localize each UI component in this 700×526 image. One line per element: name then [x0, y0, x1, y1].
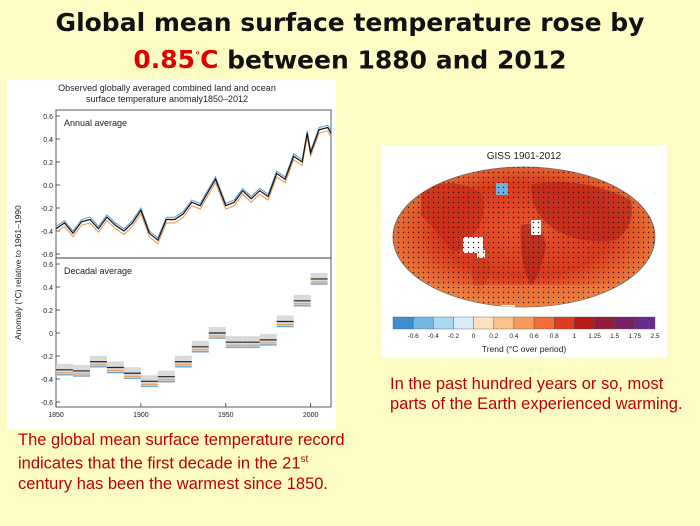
colorbar-tick-label: -0.4: [428, 333, 440, 340]
colorbar-tick-label: 1.25: [588, 333, 601, 340]
title-line-2-rest: between 1880 and 2012: [218, 45, 567, 75]
colorbar-tick-label: 1.5: [610, 333, 619, 340]
chart-title-line-2: surface temperature anomaly1850–2012: [86, 94, 248, 104]
x-tick-label: 1900: [133, 412, 149, 419]
left-caption: The global mean surface temperature reco…: [18, 431, 345, 493]
colorbar-swatch: [513, 316, 535, 330]
y-tick-label: -0.6: [41, 400, 53, 407]
y-tick-label: 0: [49, 331, 53, 338]
x-tick-label: 1950: [218, 412, 234, 419]
decadal-average-label: Decadal average: [64, 266, 132, 276]
title-line-2: 0.85°C between 1880 and 2012: [0, 40, 700, 77]
annual-y-ticks: 0.6 0.4 0.2 0.0 -0.2 -0.4 -0.6: [41, 114, 60, 259]
y-tick-label: -0.6: [41, 252, 53, 259]
colorbar-tick-label: 0: [472, 333, 476, 340]
y-tick-label: 0.4: [43, 137, 53, 144]
y-tick-label: 0.2: [43, 160, 53, 167]
decadal-series: [56, 272, 328, 388]
colorbar-tick-label: -0.6: [408, 333, 420, 340]
colorbar-swatch: [574, 316, 595, 330]
y-tick-label: -0.4: [41, 229, 53, 236]
colorbar-swatch: [594, 316, 615, 330]
colorbar-swatch: [412, 316, 434, 330]
giss-trend-map: GISS 1901-2012 -0.6 -0.4 -0.2 0 0.2 0.4 0.6 0.8…: [392, 151, 660, 354]
colorbar-swatch: [433, 316, 454, 330]
title-line-1: Global mean surface temperature rose by: [55, 8, 645, 37]
x-tick-label: 1850: [48, 412, 64, 419]
colorbar-swatch: [392, 316, 414, 330]
colorbar-label: Trend (°C over period): [482, 344, 567, 354]
right-caption: In the past hundred years or so, most pa…: [390, 375, 683, 413]
colorbar-tick-label: 1: [573, 333, 577, 340]
y-tick-label: 0.2: [43, 308, 53, 315]
decadal-y-ticks: 0.6 0.4 0.2 0 -0.2 -0.4 -0.6: [41, 262, 60, 407]
slide-title: Global mean surface temperature rose by …: [0, 6, 700, 77]
colorbar-swatch: [533, 316, 555, 330]
colorbar-tick-label: 0.2: [489, 333, 498, 340]
y-tick-label: 0.0: [43, 183, 53, 190]
annual-series-line-orange: [55, 130, 332, 245]
annual-series-line-black: [55, 126, 332, 242]
colorbar-swatch: [634, 316, 656, 330]
annual-series-line-blue: [55, 124, 332, 239]
y-tick-label: 0.6: [43, 114, 53, 121]
colorbar-swatch: [493, 316, 515, 330]
y-tick-label: -0.2: [41, 354, 53, 361]
colorbar-tick-label: 0.6: [530, 333, 539, 340]
annual-series: [55, 124, 332, 245]
colorbar: -0.6 -0.4 -0.2 0 0.2 0.4 0.6 0.8 1 1.25 1.5 1.75 2.5: [392, 316, 660, 340]
giss-map-panel: GISS 1901-2012 -0.6 -0.4 -0.2 0 0.2 0.4 0.6 0.8…: [381, 145, 667, 357]
y-tick-label: 0.4: [43, 285, 53, 292]
annual-panel-frame: [55, 109, 332, 259]
y-axis-label: Anomaly (°C) relative to 1961–1990: [13, 205, 23, 340]
colorbar-tick-label: -0.2: [448, 333, 460, 340]
map-title: GISS 1901-2012: [487, 151, 562, 162]
colorbar-swatch: [453, 316, 474, 330]
y-tick-label: -0.4: [41, 377, 53, 384]
colorbar-tick-label: 1.75: [629, 333, 642, 340]
temperature-chart-panel: Observed globally averaged combined land…: [7, 80, 336, 429]
colorbar-swatch: [554, 316, 575, 330]
chart-title-line-1: Observed globally averaged combined land…: [58, 83, 276, 93]
temperature-anomaly-chart: Observed globally averaged combined land…: [13, 83, 332, 419]
map-land-regions: [393, 167, 655, 307]
annual-average-label: Annual average: [64, 118, 127, 128]
x-ticks: 1850 1900 1950 2000: [48, 403, 319, 419]
colorbar-tick-label: 0.8: [550, 333, 559, 340]
title-highlight-value: 0.85°C: [133, 45, 219, 75]
colorbar-swatch: [473, 316, 494, 330]
colorbar-tick-label: 0.4: [509, 333, 518, 340]
colorbar-tick-label: 2.5: [650, 333, 659, 340]
x-tick-label: 2000: [303, 412, 319, 419]
decadal-panel-frame: [55, 257, 332, 408]
colorbar-swatch: [614, 316, 636, 330]
y-tick-label: -0.2: [41, 206, 53, 213]
y-tick-label: 0.6: [43, 262, 53, 269]
